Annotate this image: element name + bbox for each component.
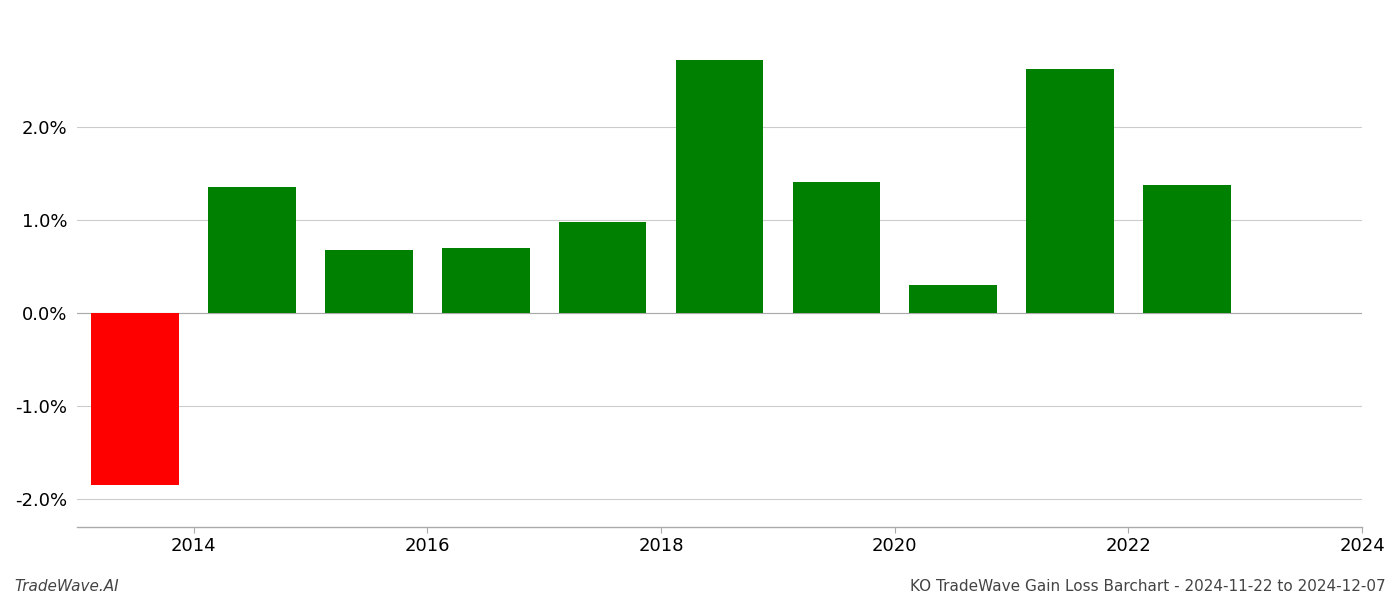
Bar [442, 248, 529, 313]
Bar [792, 182, 881, 313]
Bar [209, 187, 295, 313]
Bar [1026, 69, 1114, 313]
Bar [1142, 185, 1231, 313]
Text: TradeWave.AI: TradeWave.AI [14, 579, 119, 594]
Bar [559, 223, 647, 313]
Bar [91, 313, 179, 485]
Text: KO TradeWave Gain Loss Barchart - 2024-11-22 to 2024-12-07: KO TradeWave Gain Loss Barchart - 2024-1… [910, 579, 1386, 594]
Bar [910, 285, 997, 313]
Bar [676, 59, 763, 313]
Bar [325, 250, 413, 313]
